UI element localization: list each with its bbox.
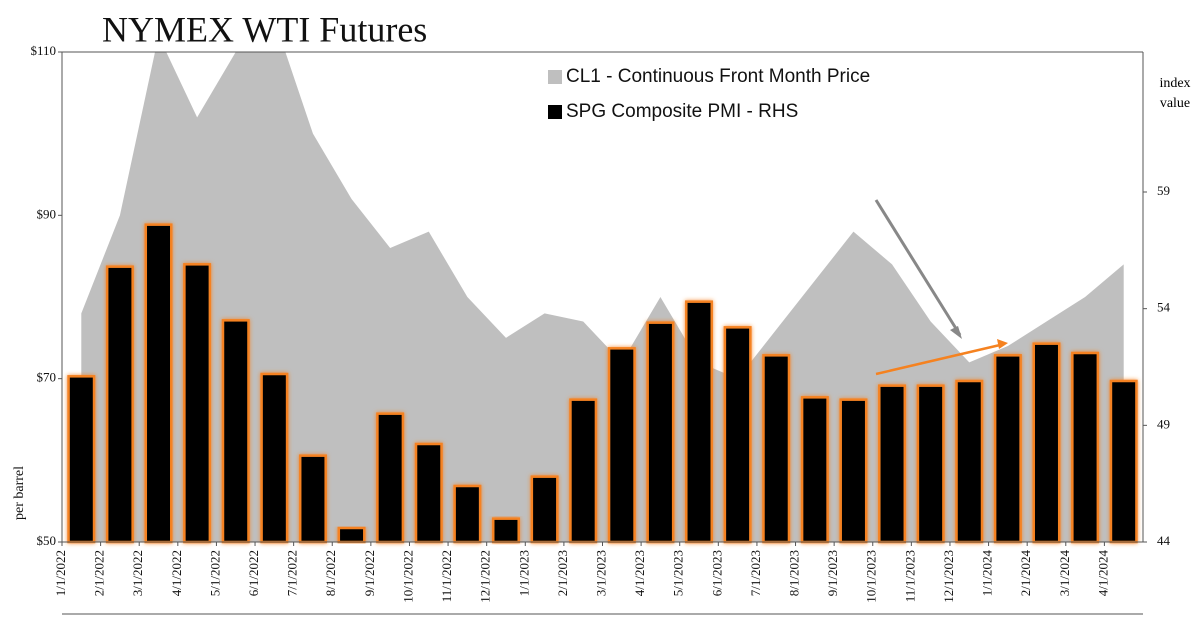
y2-axis-label: index value xyxy=(1159,76,1191,111)
bar xyxy=(183,263,212,544)
bar xyxy=(685,300,714,544)
y2-axis-label-box: index value xyxy=(1159,76,1191,111)
x-tick-label: 2/1/2022 xyxy=(92,550,107,596)
x-tick-label: 4/1/2022 xyxy=(169,550,184,596)
x-tick-label: 7/1/2022 xyxy=(285,550,300,596)
bar xyxy=(569,398,598,544)
x-tick-label: 1/1/2023 xyxy=(516,550,531,596)
x-tick-label: 1/1/2022 xyxy=(53,550,68,596)
annotation-arrow xyxy=(874,199,962,336)
bar xyxy=(646,321,675,544)
bar xyxy=(1071,351,1100,544)
bar xyxy=(376,412,405,544)
x-tick-label: 3/1/2022 xyxy=(130,550,145,596)
bar xyxy=(800,396,829,544)
x-tick-label: 2/1/2024 xyxy=(1018,550,1033,597)
arrow-head xyxy=(997,339,1008,349)
x-tick-label: 4/1/2023 xyxy=(632,550,647,596)
bar xyxy=(839,398,868,544)
x-tick-label: 9/1/2023 xyxy=(825,550,840,596)
bar xyxy=(144,223,173,544)
bar xyxy=(1032,342,1061,544)
bar xyxy=(453,484,482,544)
x-tick-label: 3/1/2024 xyxy=(1057,550,1072,597)
y-tick-label: $50 xyxy=(37,533,57,548)
y-axis-label: per barrel xyxy=(12,466,27,520)
arrow-head xyxy=(950,326,962,339)
x-tick-label: 8/1/2023 xyxy=(787,550,802,596)
y2-tick-label: 54 xyxy=(1157,300,1171,315)
x-tick-label: 10/1/2022 xyxy=(400,550,415,603)
bar xyxy=(607,347,636,544)
x-tick-label: 7/1/2023 xyxy=(748,550,763,596)
bar xyxy=(414,442,443,544)
x-tick-label: 8/1/2022 xyxy=(323,550,338,596)
bar xyxy=(1109,379,1138,544)
x-tick-label: 6/1/2022 xyxy=(246,550,261,596)
x-tick-label: 10/1/2023 xyxy=(864,550,879,603)
bar xyxy=(723,326,752,544)
bar xyxy=(916,384,945,544)
y-tick-label: $70 xyxy=(37,370,57,385)
x-tick-label: 11/1/2023 xyxy=(902,550,917,602)
annotation-arrow xyxy=(875,343,1001,376)
x-tick-label: 5/1/2023 xyxy=(671,550,686,596)
x-tick-label: 12/1/2023 xyxy=(941,550,956,603)
y-tick-label: $90 xyxy=(37,206,57,221)
x-tick-label: 1/1/2024 xyxy=(980,550,995,597)
bar xyxy=(878,384,907,544)
x-tick-label: 12/1/2022 xyxy=(478,550,493,603)
legend-swatch xyxy=(548,105,562,119)
x-tick-label: 5/1/2022 xyxy=(207,550,222,596)
x-tick-label: 9/1/2022 xyxy=(362,550,377,596)
bar xyxy=(260,372,289,544)
legend-label: CL1 - Continuous Front Month Price xyxy=(566,66,870,87)
bar xyxy=(221,319,250,544)
bar xyxy=(955,379,984,544)
y2-tick-label: 49 xyxy=(1157,416,1170,431)
bar xyxy=(491,517,520,544)
chart-title: NYMEX WTI Futures xyxy=(102,9,427,49)
bar xyxy=(67,375,96,544)
bar xyxy=(762,354,791,544)
bar xyxy=(993,354,1022,544)
y2-tick-label: 44 xyxy=(1157,533,1171,548)
bar xyxy=(105,265,134,544)
x-tick-label: 11/1/2022 xyxy=(439,550,454,602)
y2-tick-label: 59 xyxy=(1157,183,1170,198)
bar xyxy=(298,454,327,544)
legend-label: SPG Composite PMI - RHS xyxy=(566,101,798,122)
x-tick-label: 3/1/2023 xyxy=(593,550,608,596)
x-tick-label: 2/1/2023 xyxy=(555,550,570,596)
bar xyxy=(337,526,366,544)
y-tick-label: $110 xyxy=(30,43,56,58)
x-tick-label: 6/1/2023 xyxy=(709,550,724,596)
legend-swatch xyxy=(548,70,562,84)
bar xyxy=(530,475,559,544)
x-tick-label: 4/1/2024 xyxy=(1095,550,1110,597)
